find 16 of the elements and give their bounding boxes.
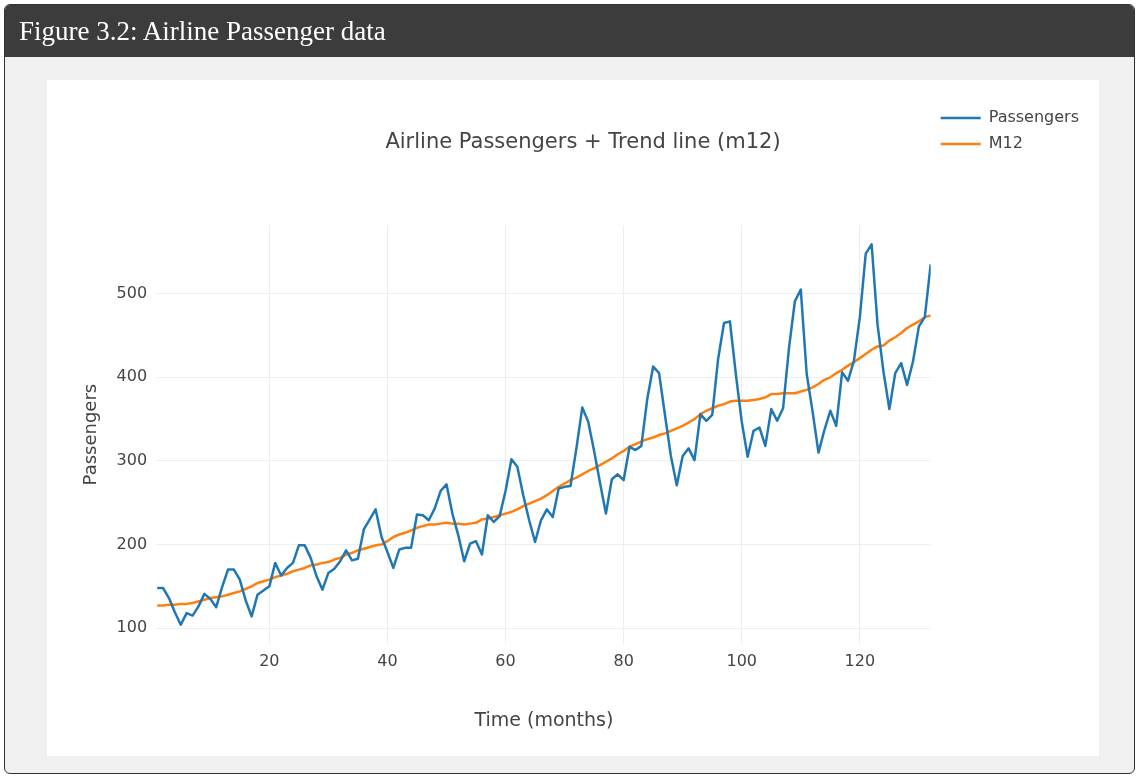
- legend-label: Passengers: [988, 107, 1080, 127]
- y-tick-label: 500: [116, 282, 148, 302]
- x-tick-label: 100: [726, 650, 758, 670]
- chart-title: Airline Passengers + Trend line (m12): [385, 129, 781, 154]
- x-tick-label: 80: [613, 650, 634, 670]
- x-axis-title: Time (months): [473, 707, 614, 730]
- x-tick-label: 120: [844, 650, 876, 670]
- legend-label: M12: [988, 133, 1023, 153]
- y-tick-label: 300: [116, 450, 148, 470]
- y-axis-title: Passengers: [79, 383, 101, 486]
- x-tick-label: 60: [495, 650, 516, 670]
- x-tick-label: 20: [259, 650, 280, 670]
- y-tick-label: 400: [116, 366, 148, 386]
- y-tick-label: 100: [116, 617, 148, 637]
- x-tick-label: 40: [377, 650, 398, 670]
- y-tick-label: 200: [116, 533, 148, 553]
